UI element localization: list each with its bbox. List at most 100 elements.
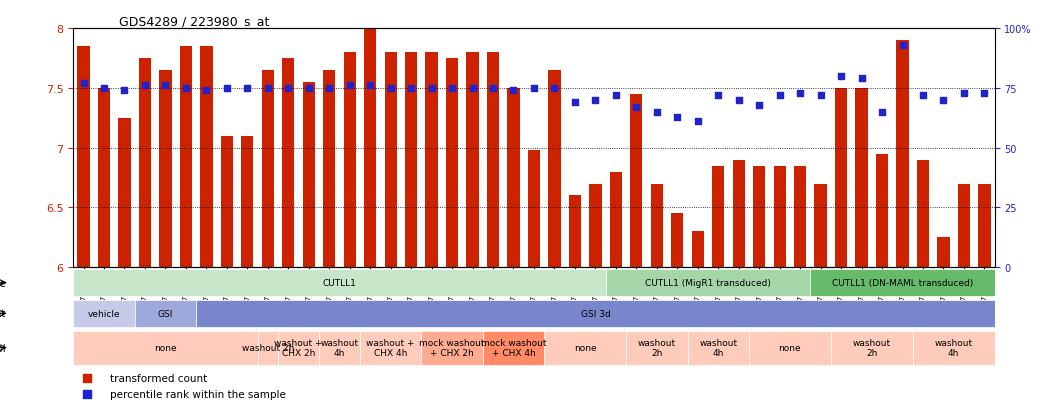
Text: washout
4h: washout 4h (935, 338, 973, 357)
Bar (405, 53, 418, 268)
Bar (896, 41, 909, 268)
Bar (712, 166, 725, 268)
Text: percentile rank within the sample: percentile rank within the sample (110, 389, 286, 399)
Point (607, 93, 624, 99)
Bar (753, 166, 765, 268)
Bar (876, 154, 888, 268)
Point (260, 85, 276, 92)
Text: washout
2h: washout 2h (852, 338, 891, 357)
FancyBboxPatch shape (73, 331, 258, 365)
Bar (650, 184, 663, 268)
FancyBboxPatch shape (73, 300, 135, 328)
Point (873, 109, 890, 116)
Bar (834, 88, 847, 268)
Bar (774, 166, 786, 268)
FancyBboxPatch shape (605, 269, 810, 297)
Bar (855, 88, 868, 268)
Point (648, 109, 665, 116)
Point (731, 97, 748, 104)
Bar (671, 214, 684, 268)
Bar (569, 196, 581, 268)
Text: washout +
CHX 2h: washout + CHX 2h (274, 338, 322, 357)
Text: GSI: GSI (158, 309, 173, 318)
Bar (733, 160, 744, 268)
Bar (609, 172, 622, 268)
Point (79, 375, 95, 382)
Point (136, 83, 153, 90)
Point (935, 97, 952, 104)
Point (157, 83, 174, 90)
Text: none: none (779, 343, 801, 352)
Point (219, 85, 236, 92)
Bar (425, 53, 438, 268)
Point (79, 390, 95, 397)
Bar (364, 29, 376, 268)
Bar (794, 166, 806, 268)
Point (320, 85, 337, 92)
Text: GDS4289 / 223980_s_at: GDS4289 / 223980_s_at (119, 15, 270, 28)
Text: none: none (574, 343, 597, 352)
Bar (978, 184, 990, 268)
Point (812, 93, 829, 99)
Bar (384, 53, 397, 268)
Text: vehicle: vehicle (88, 309, 120, 318)
FancyBboxPatch shape (749, 331, 831, 365)
Bar (343, 53, 356, 268)
Bar (241, 136, 253, 268)
Point (403, 85, 420, 92)
Text: washout
4h: washout 4h (320, 338, 358, 357)
Text: protocol: protocol (0, 343, 8, 353)
Point (341, 83, 358, 90)
FancyBboxPatch shape (196, 300, 995, 328)
Point (239, 85, 255, 92)
Bar (917, 160, 929, 268)
Point (485, 85, 502, 92)
Point (280, 85, 296, 92)
Bar (508, 88, 519, 268)
Point (547, 85, 563, 92)
Text: agent: agent (0, 309, 8, 319)
Text: CUTLL1 (MigR1 transduced): CUTLL1 (MigR1 transduced) (645, 278, 771, 287)
Point (423, 85, 440, 92)
Point (772, 93, 788, 99)
Point (198, 88, 215, 94)
Text: washout +
CHX 4h: washout + CHX 4h (366, 338, 415, 357)
Bar (262, 71, 274, 268)
FancyBboxPatch shape (913, 331, 995, 365)
Point (300, 85, 317, 92)
Bar (487, 53, 499, 268)
Point (832, 74, 849, 80)
FancyBboxPatch shape (421, 331, 483, 365)
Point (362, 83, 379, 90)
Point (95, 85, 112, 92)
FancyBboxPatch shape (626, 331, 688, 365)
Bar (692, 232, 704, 268)
Bar (200, 47, 213, 268)
FancyBboxPatch shape (483, 331, 544, 365)
FancyBboxPatch shape (544, 331, 626, 365)
Point (526, 85, 542, 92)
Point (915, 93, 932, 99)
FancyBboxPatch shape (135, 300, 196, 328)
Point (689, 119, 706, 125)
Point (669, 114, 686, 121)
Point (566, 100, 583, 106)
FancyBboxPatch shape (831, 331, 913, 365)
FancyBboxPatch shape (688, 331, 749, 365)
Point (178, 85, 195, 92)
Bar (958, 184, 971, 268)
Point (710, 93, 727, 99)
Bar (77, 47, 90, 268)
FancyBboxPatch shape (73, 269, 605, 297)
Bar (180, 47, 192, 268)
Text: washout
2h: washout 2h (638, 338, 676, 357)
Bar (589, 184, 602, 268)
Point (116, 88, 133, 94)
Bar (528, 151, 540, 268)
Text: mock washout
+ CHX 4h: mock washout + CHX 4h (481, 338, 547, 357)
Text: GSI 3d: GSI 3d (580, 309, 610, 318)
Bar (549, 71, 560, 268)
Text: mock washout
+ CHX 2h: mock washout + CHX 2h (419, 338, 485, 357)
Text: cell line: cell line (0, 278, 8, 288)
Point (444, 85, 461, 92)
